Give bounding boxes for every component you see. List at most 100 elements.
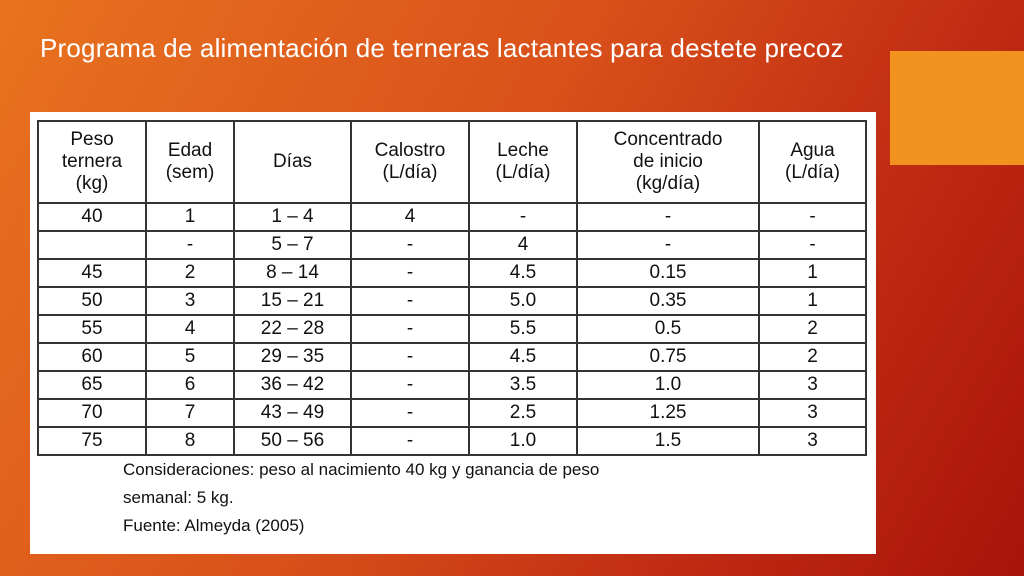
table-cell-leche: - <box>468 202 578 232</box>
table-cell-concentrado: 1.0 <box>576 370 760 400</box>
table-cell-agua: 3 <box>758 426 867 456</box>
table-cell-peso: 45 <box>37 258 147 288</box>
table-cell-calostro: - <box>350 426 470 456</box>
column-header-line: (L/día) <box>495 162 551 183</box>
source-line: Fuente: Almeyda (2005) <box>123 516 305 535</box>
column-header-dias: Días <box>233 120 352 204</box>
table-cell-leche: 3.5 <box>468 370 578 400</box>
table-cell-edad: - <box>145 230 235 260</box>
column-header-line: (kg/día) <box>635 173 701 194</box>
column-header-calostro: Calostro (L/día) <box>350 120 470 204</box>
table-cell-leche: 1.0 <box>468 426 578 456</box>
column-header-leche: Leche (L/día) <box>468 120 578 204</box>
table-cell-agua: 1 <box>758 286 867 316</box>
table-cell-calostro: - <box>350 370 470 400</box>
table-cell-agua: 2 <box>758 342 867 372</box>
table-cell-dias: 43 – 49 <box>233 398 352 428</box>
table-cell-agua: 2 <box>758 314 867 344</box>
table-cell-agua: - <box>758 202 867 232</box>
column-header-edad: Edad (sem) <box>145 120 235 204</box>
table-cell-concentrado: 0.15 <box>576 258 760 288</box>
table-cell-calostro: - <box>350 286 470 316</box>
table-cell-dias: 22 – 28 <box>233 314 352 344</box>
table-cell-leche: 4.5 <box>468 342 578 372</box>
table-cell-leche: 2.5 <box>468 398 578 428</box>
table-cell-concentrado: - <box>576 202 760 232</box>
table-row: 45 2 8 – 14-4.5 0.15 1 <box>37 258 867 288</box>
table-cell-edad: 2 <box>145 258 235 288</box>
table-cell-agua: 3 <box>758 398 867 428</box>
table-cell-peso: 65 <box>37 370 147 400</box>
table-cell-agua: 1 <box>758 258 867 288</box>
column-header-line: Peso <box>70 129 114 150</box>
table-cell-peso: 70 <box>37 398 147 428</box>
table-cell-calostro: - <box>350 342 470 372</box>
column-header-line: (sem) <box>165 162 215 183</box>
column-header-line: Leche <box>497 140 549 161</box>
table-cell-peso: 75 <box>37 426 147 456</box>
table-cell-edad: 1 <box>145 202 235 232</box>
table-cell-edad: 8 <box>145 426 235 456</box>
table-cell-leche: 5.5 <box>468 314 578 344</box>
table-cell-concentrado: 0.35 <box>576 286 760 316</box>
table-cell-peso: 55 <box>37 314 147 344</box>
table-cell-edad: 6 <box>145 370 235 400</box>
table-cell-edad: 4 <box>145 314 235 344</box>
table-cell-agua: - <box>758 230 867 260</box>
table-cell-dias: 8 – 14 <box>233 258 352 288</box>
table-cell-peso: 50 <box>37 286 147 316</box>
table-cell-calostro: - <box>350 398 470 428</box>
table-cell-leche: 4.5 <box>468 258 578 288</box>
table-cell-calostro: - <box>350 258 470 288</box>
column-header-line: Edad <box>167 140 213 161</box>
column-header-line: Días <box>272 151 313 172</box>
table-header-row: Peso ternera (kg) Edad (sem) Días Calostro (L/d… <box>37 120 867 204</box>
table-cell-dias: 15 – 21 <box>233 286 352 316</box>
column-header-line: Concentrado <box>613 129 723 150</box>
column-header-line: (L/día) <box>382 162 438 183</box>
column-header-peso: Peso ternera (kg) <box>37 120 147 204</box>
slide-title: Programa de alimentación de terneras lac… <box>40 33 844 63</box>
column-header-line: Agua <box>790 140 835 161</box>
table-cell-concentrado: 1.5 <box>576 426 760 456</box>
considerations-line-1: Consideraciones: peso al nacimiento 40 k… <box>123 460 600 479</box>
table-cell-dias: 1 – 4 <box>233 202 352 232</box>
table-cell-dias: 5 – 7 <box>233 230 352 260</box>
table-cell-peso: 40 <box>37 202 147 232</box>
table-cell-edad: 7 <box>145 398 235 428</box>
table-cell-edad: 5 <box>145 342 235 372</box>
column-header-line: (kg) <box>75 173 109 194</box>
table-cell-concentrado: 0.75 <box>576 342 760 372</box>
considerations-line-2: semanal: 5 kg. <box>123 488 234 507</box>
column-header-line: Calostro <box>374 140 446 161</box>
table-cell-calostro: - <box>350 230 470 260</box>
table-cell-concentrado: 0.5 <box>576 314 760 344</box>
table-cell-concentrado: 1.25 <box>576 398 760 428</box>
table-row: 60 5 29 – 35-4.5 0.75 2 <box>37 342 867 372</box>
table-cell-calostro: 4 <box>350 202 470 232</box>
table-cell-concentrado: - <box>576 230 760 260</box>
table-row: 65 6 36 – 42-3.5 1.0 3 <box>37 370 867 400</box>
table-row: 50 3 15 – 21-5.0 0.35 1 <box>37 286 867 316</box>
table-cell-dias: 29 – 35 <box>233 342 352 372</box>
table-notes: Consideraciones: peso al nacimiento 40 k… <box>123 456 843 540</box>
table-cell-dias: 36 – 42 <box>233 370 352 400</box>
table-cell-agua: 3 <box>758 370 867 400</box>
table-cell-leche: 5.0 <box>468 286 578 316</box>
column-header-agua: Agua (L/día) <box>758 120 867 204</box>
table-cell-calostro: - <box>350 314 470 344</box>
table-cell-edad: 3 <box>145 286 235 316</box>
column-header-line: ternera <box>61 151 123 172</box>
feeding-table: Peso ternera (kg) Edad (sem) Días Calostro (L/d… <box>37 120 867 456</box>
table-row: 75 8 50 – 56-1.0 1.5 3 <box>37 426 867 456</box>
table-row: -5 – 7-4-- <box>37 230 867 260</box>
table-cell-dias: 50 – 56 <box>233 426 352 456</box>
column-header-line: de inicio <box>633 151 703 172</box>
table-row: 70 7 43 – 49-2.5 1.25 3 <box>37 398 867 428</box>
table-panel: Peso ternera (kg) Edad (sem) Días Calostro (L/d… <box>30 112 876 554</box>
table-cell-leche: 4 <box>468 230 578 260</box>
accent-square <box>890 51 1024 165</box>
column-header-line: (L/día) <box>785 162 840 183</box>
